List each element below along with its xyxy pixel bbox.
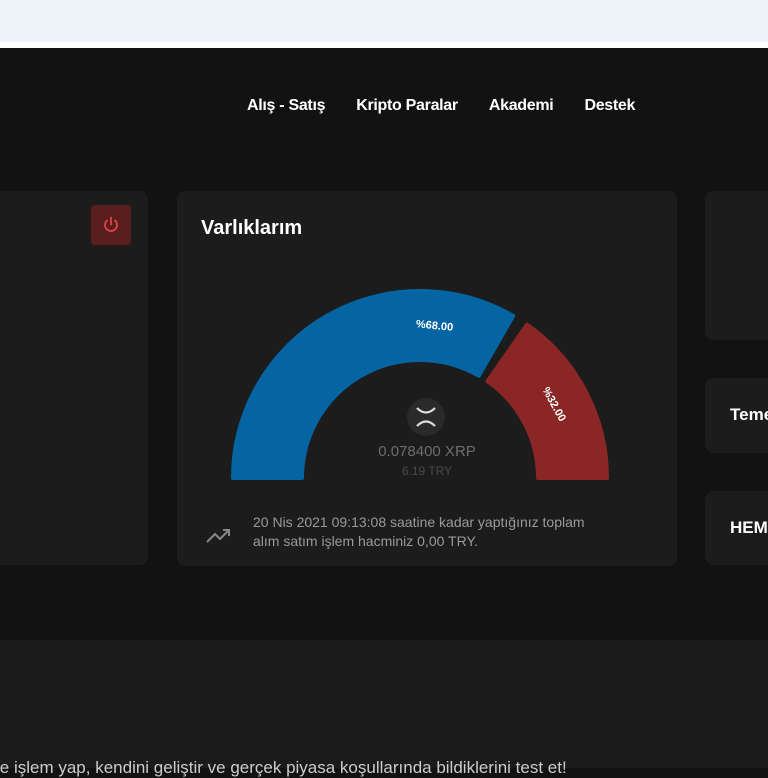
right-card-middle[interactable]: Teme	[705, 378, 768, 453]
right-card-label: HEM	[730, 518, 768, 537]
volume-info: 20 Nis 2021 09:13:08 saatine kadar yaptı…	[253, 513, 663, 551]
promo-text: le işlem yap, kendini geliştir ve gerçek…	[0, 758, 567, 777]
nav-academy[interactable]: Akademi	[488, 97, 554, 114]
assets-title: Varlıklarım	[201, 217, 303, 239]
main-nav: Alış - Satış Kripto Paralar Akademi Dest…	[247, 97, 635, 115]
nav-support[interactable]: Destek	[584, 97, 636, 114]
divider	[0, 42, 768, 48]
gauge-segment	[231, 289, 516, 480]
volume-line-2: alım satım işlem hacminiz 0,00 TRY.	[253, 533, 478, 549]
nav-crypto[interactable]: Kripto Paralar	[356, 97, 458, 114]
volume-line-1: 20 Nis 2021 09:13:08 saatine kadar yaptı…	[253, 514, 585, 530]
right-card-top	[705, 191, 768, 340]
logout-button[interactable]	[91, 205, 131, 245]
coin-try-value: 6.19 TRY	[402, 464, 452, 478]
trend-up-icon	[205, 527, 233, 550]
bottom-section: le işlem yap, kendini geliştir ve gerçek…	[0, 640, 768, 777]
coin-amount: 0.078400 XRP	[378, 443, 476, 460]
right-card-bottom[interactable]: HEM	[705, 491, 768, 565]
right-card-label: Teme	[730, 405, 768, 424]
nav-buy-sell[interactable]: Alış - Satış	[247, 97, 326, 114]
gauge-segment	[485, 322, 609, 480]
account-card	[0, 191, 148, 565]
browser-bar	[0, 0, 768, 42]
gauge-label: %68.00	[415, 318, 453, 334]
power-icon	[104, 216, 118, 232]
xrp-icon	[407, 398, 445, 436]
assets-card: Varlıklarım %68.00 %32.00 0.078400 XRP 6.19…	[177, 191, 677, 566]
